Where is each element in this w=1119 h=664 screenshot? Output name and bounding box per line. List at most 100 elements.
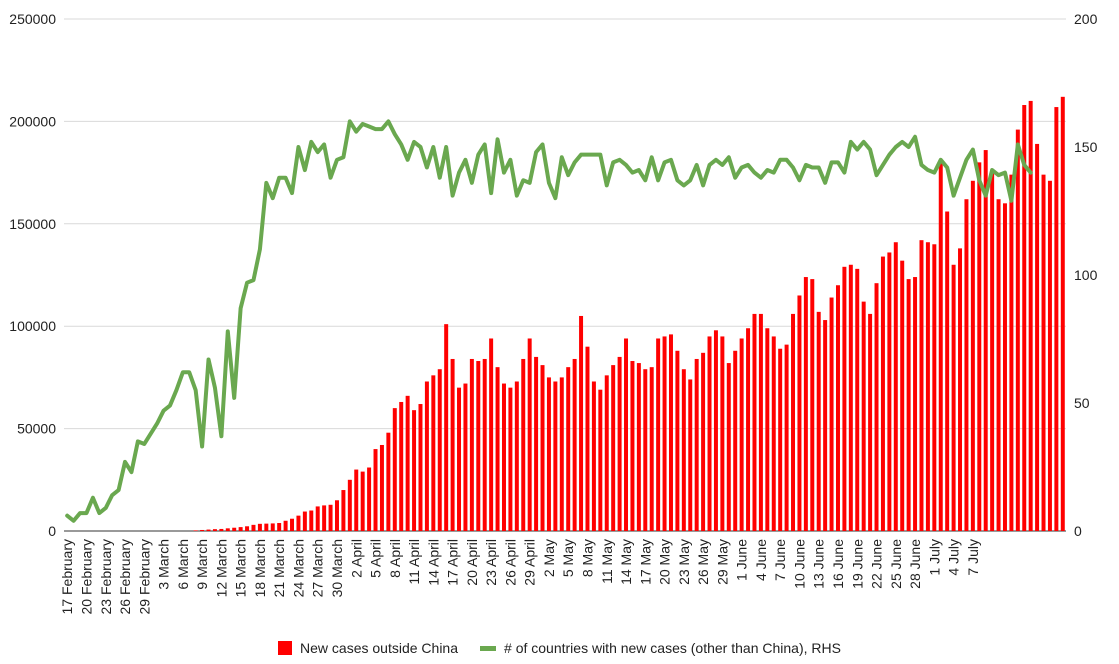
bar — [444, 324, 449, 531]
bar — [636, 363, 641, 531]
bar — [251, 524, 256, 531]
bar — [977, 162, 982, 532]
bar — [1028, 100, 1033, 532]
bar — [835, 285, 840, 531]
bar — [200, 529, 205, 531]
x-tick-label: 29 April — [522, 539, 538, 586]
y-axis-right-ticks: 0 50 100 150 200 — [1074, 11, 1098, 539]
x-tick-label: 23 May — [676, 539, 692, 585]
x-tick-label: 17 May — [637, 539, 653, 585]
bar — [925, 242, 930, 531]
bar — [585, 346, 590, 531]
bar — [501, 383, 506, 531]
bar — [392, 408, 397, 531]
x-tick-label: 8 May — [579, 539, 595, 577]
bar — [797, 295, 802, 531]
bar — [290, 518, 295, 531]
bar — [848, 264, 853, 531]
bar-series-new-cases — [193, 96, 1065, 532]
bar — [720, 336, 725, 531]
x-tick-label: 14 April — [425, 539, 441, 586]
bar — [399, 401, 404, 531]
bar — [367, 467, 372, 531]
x-tick-label: 19 June — [849, 539, 865, 589]
bar — [476, 361, 481, 531]
bar — [681, 369, 686, 531]
bar — [604, 375, 609, 531]
x-tick-label: 26 April — [502, 539, 518, 586]
bar — [328, 504, 333, 531]
y-left-tick-label: 0 — [48, 523, 56, 539]
bar — [437, 369, 442, 531]
bar — [913, 277, 918, 531]
x-tick-label: 1 July — [926, 539, 942, 576]
bar — [713, 330, 718, 531]
bar — [842, 266, 847, 531]
gridlines — [64, 18, 1066, 532]
y-right-tick-label: 150 — [1074, 139, 1098, 155]
legend-label-line: # of countries with new cases (other tha… — [504, 640, 841, 656]
bar — [277, 523, 282, 531]
bar — [309, 510, 314, 531]
bar — [1054, 107, 1059, 532]
bar — [1002, 203, 1007, 531]
line-series-countries — [65, 119, 1033, 523]
x-tick-label: 21 March — [271, 539, 287, 597]
bar — [739, 338, 744, 531]
x-tick-label: 30 March — [329, 539, 345, 597]
bar — [996, 199, 1001, 531]
bar — [232, 527, 237, 531]
bar — [1009, 174, 1014, 531]
x-tick-label: 28 June — [907, 539, 923, 589]
bar — [457, 387, 462, 531]
bar — [771, 336, 776, 531]
x-tick-label: 18 March — [252, 539, 268, 597]
bar — [386, 432, 391, 531]
bar — [360, 471, 365, 531]
bar — [726, 363, 731, 531]
bar — [733, 350, 738, 531]
bar — [302, 511, 307, 531]
x-tick-label: 20 May — [657, 539, 673, 585]
y-axis-left-ticks: 0 50000 100000 150000 200000 250000 — [9, 11, 56, 539]
legend-swatch-bars — [278, 641, 293, 655]
bar — [643, 369, 648, 531]
bar — [212, 529, 217, 531]
bar — [379, 444, 384, 531]
x-tick-label: 10 June — [791, 539, 807, 589]
bar — [958, 248, 963, 531]
series-line — [65, 119, 1033, 523]
bar — [662, 336, 667, 531]
bar — [784, 344, 789, 531]
bar — [893, 242, 898, 531]
bar — [810, 279, 815, 531]
bar — [225, 528, 230, 531]
bar — [463, 383, 468, 531]
bar — [469, 358, 474, 531]
x-tick-label: 2 May — [541, 539, 557, 577]
bar — [938, 162, 943, 532]
bar — [630, 361, 635, 531]
bar — [1047, 180, 1052, 532]
bar — [758, 313, 763, 531]
bar — [418, 404, 423, 531]
x-axis-ticks: 17 February 20 February 23 February 26 Febr… — [59, 539, 981, 615]
x-tick-label: 4 June — [753, 539, 769, 581]
x-tick-label: 14 May — [618, 539, 634, 585]
y-right-tick-label: 200 — [1074, 11, 1098, 27]
bar — [405, 395, 410, 531]
bar — [778, 348, 783, 531]
bar — [598, 389, 603, 531]
bar — [424, 381, 429, 531]
x-tick-label: 29 May — [714, 539, 730, 585]
bar — [315, 506, 320, 531]
bar — [489, 338, 494, 531]
bar — [945, 211, 950, 531]
x-tick-label: 6 March — [175, 539, 191, 590]
legend: New cases outside China # of countries w… — [0, 640, 1119, 656]
bar — [283, 520, 288, 531]
bar — [206, 529, 211, 531]
x-tick-label: 15 March — [233, 539, 249, 597]
legend-label-bars: New cases outside China — [300, 640, 459, 656]
bar — [887, 252, 892, 532]
